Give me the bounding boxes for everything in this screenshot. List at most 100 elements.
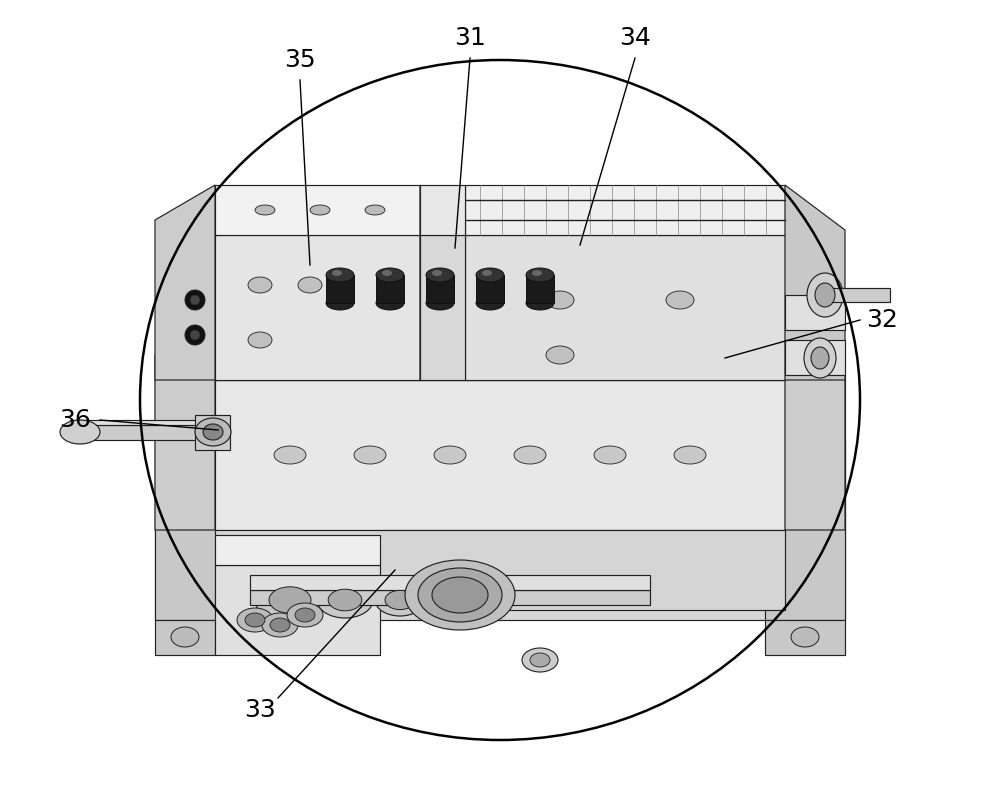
Ellipse shape xyxy=(248,332,272,348)
Polygon shape xyxy=(326,275,354,303)
Text: 34: 34 xyxy=(619,26,651,50)
Polygon shape xyxy=(785,295,845,330)
Ellipse shape xyxy=(426,268,454,282)
Ellipse shape xyxy=(382,270,392,276)
Ellipse shape xyxy=(666,291,694,309)
Ellipse shape xyxy=(426,296,454,310)
Ellipse shape xyxy=(376,296,404,310)
Polygon shape xyxy=(420,235,465,380)
Polygon shape xyxy=(70,420,215,425)
Polygon shape xyxy=(465,185,785,235)
Circle shape xyxy=(185,290,205,310)
Ellipse shape xyxy=(532,270,542,276)
Ellipse shape xyxy=(181,482,205,498)
Polygon shape xyxy=(215,565,380,655)
Ellipse shape xyxy=(237,608,273,632)
Polygon shape xyxy=(155,440,235,620)
Ellipse shape xyxy=(804,338,836,378)
Polygon shape xyxy=(195,415,230,450)
Ellipse shape xyxy=(526,268,554,282)
Text: 35: 35 xyxy=(284,48,316,72)
Ellipse shape xyxy=(418,568,502,622)
Polygon shape xyxy=(825,288,890,302)
Polygon shape xyxy=(155,300,215,530)
Ellipse shape xyxy=(245,613,265,627)
Ellipse shape xyxy=(514,446,546,464)
Polygon shape xyxy=(760,375,845,440)
Ellipse shape xyxy=(476,268,504,282)
Ellipse shape xyxy=(530,653,550,667)
Ellipse shape xyxy=(60,420,100,444)
Polygon shape xyxy=(155,440,845,530)
Ellipse shape xyxy=(405,560,515,630)
Polygon shape xyxy=(376,275,404,303)
Ellipse shape xyxy=(269,587,311,613)
Ellipse shape xyxy=(594,446,626,464)
Ellipse shape xyxy=(476,296,504,310)
Ellipse shape xyxy=(807,273,843,317)
Ellipse shape xyxy=(317,582,373,618)
Ellipse shape xyxy=(248,277,272,293)
Ellipse shape xyxy=(422,481,458,499)
Text: 33: 33 xyxy=(244,698,276,722)
Ellipse shape xyxy=(482,270,492,276)
Polygon shape xyxy=(785,300,845,530)
Ellipse shape xyxy=(255,578,325,622)
Ellipse shape xyxy=(582,481,618,499)
Ellipse shape xyxy=(522,648,558,672)
Polygon shape xyxy=(70,425,215,440)
Polygon shape xyxy=(420,185,465,235)
Polygon shape xyxy=(420,185,450,380)
Ellipse shape xyxy=(662,481,698,499)
Polygon shape xyxy=(250,590,650,605)
Text: 36: 36 xyxy=(59,408,91,432)
Ellipse shape xyxy=(328,589,362,611)
Polygon shape xyxy=(215,535,380,565)
Polygon shape xyxy=(155,620,215,655)
Polygon shape xyxy=(476,275,504,303)
Ellipse shape xyxy=(546,291,574,309)
Polygon shape xyxy=(215,235,420,380)
Ellipse shape xyxy=(262,481,298,499)
Ellipse shape xyxy=(502,481,538,499)
Polygon shape xyxy=(215,185,420,235)
Polygon shape xyxy=(215,300,785,380)
Ellipse shape xyxy=(255,205,275,215)
Polygon shape xyxy=(526,275,554,303)
Ellipse shape xyxy=(326,268,354,282)
Polygon shape xyxy=(155,375,240,440)
Ellipse shape xyxy=(262,613,298,637)
Ellipse shape xyxy=(791,627,819,647)
Ellipse shape xyxy=(375,584,425,616)
Polygon shape xyxy=(465,235,785,380)
Ellipse shape xyxy=(326,296,354,310)
Ellipse shape xyxy=(376,268,404,282)
Ellipse shape xyxy=(434,446,466,464)
Ellipse shape xyxy=(171,627,199,647)
Ellipse shape xyxy=(788,482,812,498)
Ellipse shape xyxy=(365,205,385,215)
Ellipse shape xyxy=(674,446,706,464)
Ellipse shape xyxy=(354,446,386,464)
Ellipse shape xyxy=(385,590,415,610)
Polygon shape xyxy=(155,185,215,380)
Ellipse shape xyxy=(270,618,290,632)
Ellipse shape xyxy=(815,283,835,307)
Polygon shape xyxy=(215,380,785,530)
Ellipse shape xyxy=(195,418,231,446)
Polygon shape xyxy=(785,340,845,375)
Ellipse shape xyxy=(811,347,829,369)
Circle shape xyxy=(185,325,205,345)
Circle shape xyxy=(190,330,200,340)
Polygon shape xyxy=(765,440,845,620)
Ellipse shape xyxy=(526,296,554,310)
Polygon shape xyxy=(426,275,454,303)
Ellipse shape xyxy=(432,577,488,613)
Ellipse shape xyxy=(203,424,223,440)
Polygon shape xyxy=(215,530,785,610)
Ellipse shape xyxy=(287,603,323,627)
Circle shape xyxy=(190,295,200,305)
Polygon shape xyxy=(785,300,845,375)
Ellipse shape xyxy=(546,346,574,364)
Ellipse shape xyxy=(298,277,322,293)
